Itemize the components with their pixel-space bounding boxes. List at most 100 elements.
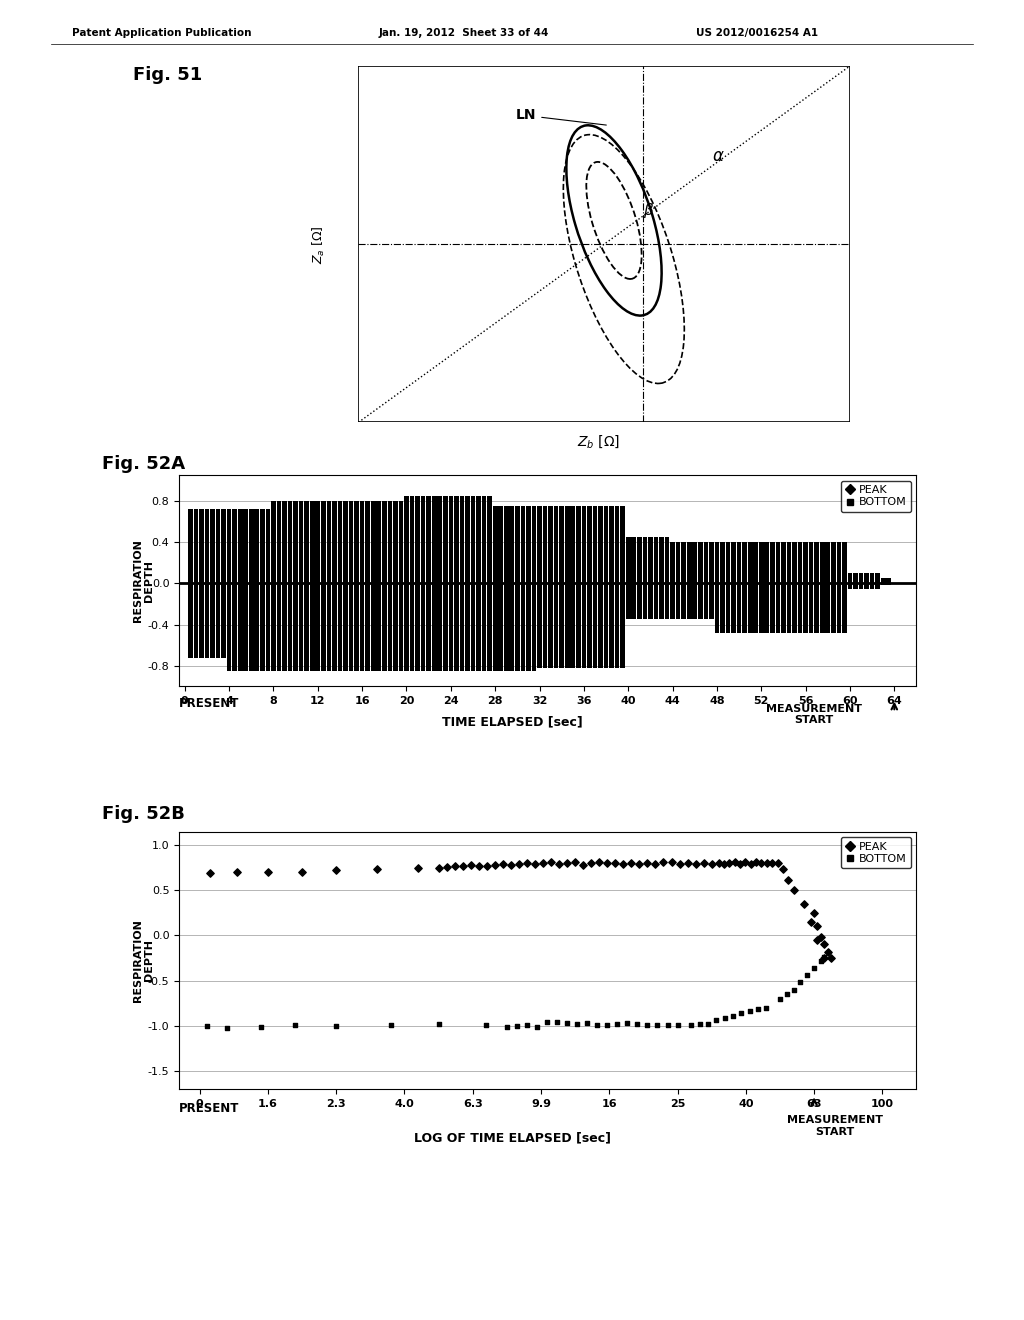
Bar — [471, 496, 475, 583]
Bar — [232, 583, 237, 671]
Bar — [387, 502, 392, 583]
Text: Fig. 51: Fig. 51 — [133, 66, 203, 84]
Bar — [876, 583, 880, 589]
Bar — [377, 583, 381, 671]
Point — [679, 853, 695, 874]
Bar — [510, 506, 514, 583]
Bar — [432, 583, 436, 671]
Point — [655, 851, 672, 873]
Bar — [460, 496, 464, 583]
Bar — [754, 543, 758, 583]
Bar — [426, 496, 431, 583]
Bar — [426, 583, 431, 671]
Text: LOG OF TIME ELAPSED [sec]: LOG OF TIME ELAPSED [sec] — [414, 1131, 610, 1144]
Bar — [736, 583, 741, 632]
Bar — [632, 583, 636, 619]
Bar — [709, 583, 714, 619]
Bar — [642, 583, 647, 619]
Bar — [454, 583, 459, 671]
Bar — [359, 502, 365, 583]
Bar — [188, 583, 193, 657]
Bar — [825, 543, 830, 583]
Point — [725, 1005, 741, 1026]
Bar — [781, 583, 785, 632]
Bar — [565, 583, 569, 668]
Point — [687, 854, 703, 875]
Bar — [671, 583, 675, 619]
Point — [583, 853, 599, 874]
Point — [575, 854, 592, 875]
Point — [260, 862, 276, 883]
Bar — [837, 543, 841, 583]
Bar — [393, 583, 397, 671]
Bar — [831, 583, 836, 632]
Bar — [798, 583, 803, 632]
Point — [742, 854, 759, 875]
Bar — [570, 583, 575, 668]
Bar — [194, 510, 199, 583]
Bar — [720, 583, 725, 632]
Bar — [765, 583, 769, 632]
Bar — [437, 496, 442, 583]
Bar — [299, 502, 303, 583]
Bar — [692, 583, 697, 619]
Point — [816, 948, 833, 969]
Bar — [637, 537, 642, 583]
Text: Fig. 52A: Fig. 52A — [102, 455, 185, 474]
Point — [369, 858, 385, 879]
Bar — [614, 583, 620, 668]
Point — [229, 861, 246, 882]
Y-axis label: RESPIRATION
DEPTH: RESPIRATION DEPTH — [133, 919, 155, 1002]
Text: US 2012/0016254 A1: US 2012/0016254 A1 — [696, 28, 818, 38]
Bar — [437, 583, 442, 671]
Bar — [354, 583, 359, 671]
Bar — [520, 506, 525, 583]
Point — [549, 1012, 565, 1034]
Bar — [621, 506, 625, 583]
Bar — [853, 573, 858, 583]
Bar — [377, 502, 381, 583]
Bar — [244, 583, 248, 671]
Bar — [382, 583, 387, 671]
Bar — [543, 506, 548, 583]
Bar — [687, 583, 691, 619]
Bar — [481, 583, 486, 671]
Bar — [476, 583, 481, 671]
Bar — [304, 502, 309, 583]
Bar — [499, 506, 503, 583]
Bar — [759, 543, 764, 583]
Bar — [559, 506, 564, 583]
Point — [410, 857, 426, 878]
Legend: PEAK, BOTTOM: PEAK, BOTTOM — [841, 837, 911, 869]
Point — [759, 853, 775, 874]
Bar — [226, 510, 231, 583]
Bar — [255, 583, 259, 671]
Bar — [736, 543, 741, 583]
Bar — [887, 583, 891, 586]
Bar — [676, 583, 680, 619]
Point — [733, 1003, 750, 1024]
Bar — [864, 583, 869, 589]
Point — [511, 854, 527, 875]
Point — [567, 851, 584, 873]
Point — [287, 1015, 303, 1036]
Bar — [842, 543, 847, 583]
Bar — [398, 583, 403, 671]
Bar — [487, 496, 492, 583]
Bar — [504, 506, 509, 583]
Bar — [226, 583, 231, 671]
Bar — [288, 583, 293, 671]
Point — [806, 903, 822, 924]
Bar — [460, 583, 464, 671]
Bar — [332, 583, 337, 671]
Point — [591, 851, 607, 873]
Bar — [770, 583, 775, 632]
Bar — [748, 583, 753, 632]
Bar — [632, 537, 636, 583]
Bar — [538, 506, 542, 583]
Bar — [327, 502, 331, 583]
Point — [629, 1014, 645, 1035]
Bar — [283, 502, 287, 583]
Bar — [327, 583, 331, 671]
Point — [499, 1016, 515, 1038]
